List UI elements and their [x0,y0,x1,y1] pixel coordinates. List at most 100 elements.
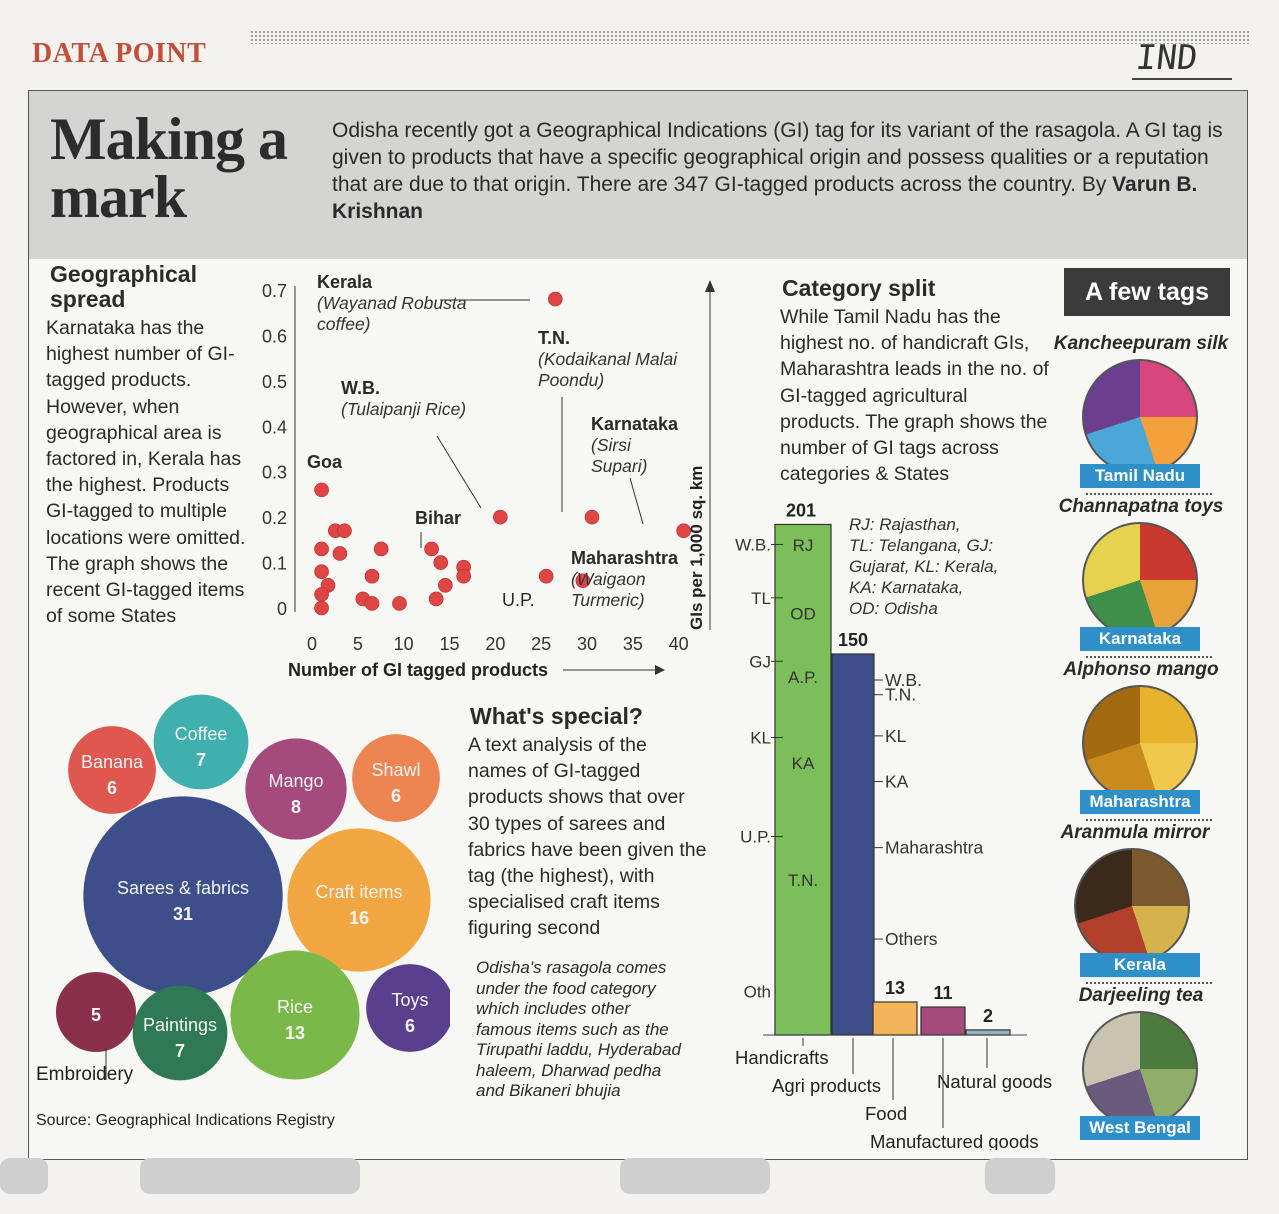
bubble [245,738,347,840]
data-point [364,568,380,584]
segment-label: Others [885,929,938,949]
point-sublabel: coffee) [317,314,371,334]
tag-name: Channapatna toys [1058,496,1224,517]
point-sublabel: (Kodaikanal Malai [538,349,678,369]
x-tick-label: 30 [577,634,597,654]
x-axis-label: Number of GI tagged products [288,660,548,680]
bar [872,1001,918,1036]
bubble-label: Sarees & fabrics [117,878,249,898]
geo-heading: Geographical spread [50,262,197,312]
tag-photo [1082,685,1198,801]
point-sublabel: Poondu) [538,370,604,390]
scatter-chart: 0 0.1 0.2 0.3 0.4 0.5 0.6 0.7 0 5 10 15 20 25 30 35 40 Nu… [262,272,715,680]
scan-edge [985,1158,1055,1194]
bar [774,523,832,1036]
tag-divider [1086,982,1212,984]
segment-label: TL [751,589,771,608]
bubble [83,796,283,996]
y-axis-label: GIs per 1,000 sq. km [687,466,706,630]
category-label: Handicrafts [735,1047,829,1068]
segment-label: T.N. [788,871,818,890]
data-point [314,600,329,616]
x-tick-label: 0 [307,634,317,654]
y-tick-label: 0.4 [262,417,287,437]
point-sublabel: Supari) [591,456,647,476]
point-label: Goa [307,452,343,472]
x-tick-label: 20 [485,634,505,654]
y-tick-label: 0.5 [262,372,287,392]
x-tick-label: 25 [531,634,551,654]
point-label: T.N. [538,328,570,348]
category-label: Agri products [772,1075,881,1096]
geo-text: Karnataka has the highest number of GI-t… [46,317,246,628]
tag-photo [1082,1011,1198,1127]
segment-label: KL [885,726,907,746]
point-sublabel: (Waigaon [571,569,646,589]
bubble-label: Craft items [315,882,402,902]
segment-label: Maharashtra [885,838,984,858]
x-tick-label: 15 [439,634,459,654]
legend-text: OD: Odisha [849,599,938,618]
legend-text: RJ: Rajasthan, [849,515,961,534]
segment-label: W.B. [735,535,771,554]
point-label: Karnataka [591,414,679,434]
category-text: While Tamil Nadu has the highest no. of … [780,306,1049,486]
segment-label: OD [790,604,816,623]
bubble-value: 6 [107,778,117,798]
bubble-value: 6 [391,786,401,806]
point-label: Maharashtra [571,548,679,568]
bubble-label: Embroidery [36,1064,134,1085]
data-point [584,509,600,525]
bubble-value: 13 [285,1023,305,1043]
data-point [332,546,348,561]
special-heading: What's special? [470,703,643,729]
y-tick-label: 0.7 [262,281,287,301]
data-point [337,523,352,539]
x-tick-label: 5 [353,634,363,654]
y-tick-label: 0.2 [262,508,287,528]
x-tick-label: 40 [669,634,689,654]
bar-value-label: 13 [885,978,905,998]
bubble-value: 7 [175,1041,185,1061]
bubble-value: 5 [91,1005,101,1025]
x-tick-label: 10 [394,634,414,654]
y-tick-label: 0.6 [262,326,287,346]
segment-label: KA [792,754,815,773]
data-point [314,541,329,557]
legend-text: KA: Karnataka, [849,578,963,597]
data-point [433,555,449,570]
segment-label: KA [885,772,909,792]
tag-name: Darjeeling tea [1078,985,1204,1006]
data-point [392,596,407,611]
bubble [366,964,450,1052]
standfirst: Odisha recently got a Geographical Indic… [332,117,1232,225]
kicker-label: DATA POINT [32,38,207,69]
byline: Varun B. Krishnan [332,173,1198,223]
segment-label: W.B. [885,670,922,690]
bubble [132,985,228,1081]
handwritten-underline [1132,78,1232,80]
header-band [29,91,1247,259]
tag-state-pill: Karnataka [1080,627,1200,651]
bar [831,653,875,1036]
leader-line [629,477,644,525]
tag-state-pill: Kerala [1080,953,1200,977]
special-note: Odisha's rasagola comes under the food c… [476,958,681,1100]
bubble-chart: Banana 6 Coffee 7 Mango 8 Shawl 6 Sarees & fabri… [36,694,450,1085]
y-tick-label: 0 [277,599,287,619]
bar-value-label: 11 [933,983,952,1003]
tag-name: Kancheepuram silk [1053,333,1229,354]
tag-photo [1074,848,1190,964]
point-label: W.B. [341,378,380,398]
segment-label: KL [750,729,771,748]
tag-divider [1086,819,1212,821]
tag-name: Aranmula mirror [1060,822,1210,843]
data-point [428,591,444,607]
tag-state-pill: West Bengal [1080,1116,1200,1140]
tag-photo [1082,522,1198,638]
legend-text: TL: Telangana, GJ: [849,536,993,555]
dotted-rule [250,30,1250,44]
point-label: Bihar [415,508,461,528]
point-sublabel: Turmeric) [571,590,645,610]
